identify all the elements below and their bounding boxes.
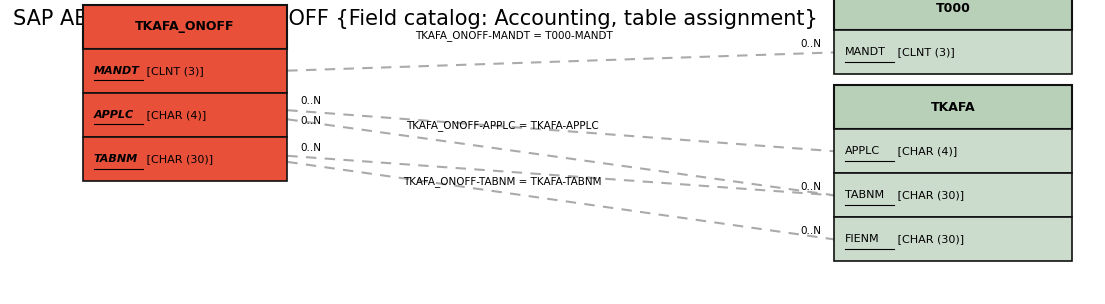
Text: [CLNT (3)]: [CLNT (3)]: [143, 66, 203, 76]
Text: TKAFA_ONOFF-TABNM = TKAFA-TABNM: TKAFA_ONOFF-TABNM = TKAFA-TABNM: [403, 176, 602, 187]
Text: 0..N: 0..N: [301, 116, 322, 126]
Bar: [83, 5, 287, 49]
Text: T000: T000: [936, 2, 970, 15]
Text: [CHAR (30)]: [CHAR (30)]: [894, 234, 964, 244]
Bar: [834, 30, 1072, 74]
Bar: [834, 85, 1072, 129]
Text: APPLC: APPLC: [94, 110, 134, 120]
Text: [CLNT (3)]: [CLNT (3)]: [894, 47, 955, 57]
Text: 0..N: 0..N: [800, 40, 821, 50]
Text: TABNM: TABNM: [94, 154, 138, 164]
Text: 0..N: 0..N: [800, 226, 821, 237]
Bar: [834, 0, 1072, 30]
Text: FIENM: FIENM: [845, 234, 880, 244]
Text: 0..N: 0..N: [301, 143, 322, 153]
Text: TKAFA: TKAFA: [930, 101, 976, 114]
Text: MANDT: MANDT: [94, 66, 140, 76]
Text: TABNM: TABNM: [845, 190, 884, 200]
Bar: [83, 93, 287, 137]
Bar: [834, 217, 1072, 261]
Text: [CHAR (30)]: [CHAR (30)]: [143, 154, 212, 164]
Text: 0..N: 0..N: [301, 96, 322, 106]
Text: TKAFA_ONOFF-MANDT = T000-MANDT: TKAFA_ONOFF-MANDT = T000-MANDT: [415, 30, 612, 41]
Bar: [834, 129, 1072, 173]
Text: [CHAR (4)]: [CHAR (4)]: [143, 110, 206, 120]
Text: TKAFA_ONOFF-APPLC = TKAFA-APPLC: TKAFA_ONOFF-APPLC = TKAFA-APPLC: [407, 120, 599, 131]
Text: [CHAR (30)]: [CHAR (30)]: [894, 190, 964, 200]
Text: SAP ABAP table TKAFA_ONOFF {Field catalog: Accounting, table assignment}: SAP ABAP table TKAFA_ONOFF {Field catalo…: [13, 9, 818, 30]
Text: [CHAR (4)]: [CHAR (4)]: [894, 146, 957, 156]
Text: APPLC: APPLC: [845, 146, 881, 156]
Bar: [83, 49, 287, 93]
Bar: [834, 173, 1072, 217]
Text: 0..N: 0..N: [800, 182, 821, 192]
Text: TKAFA_ONOFF: TKAFA_ONOFF: [135, 20, 235, 33]
Bar: [83, 137, 287, 181]
Text: MANDT: MANDT: [845, 47, 886, 57]
